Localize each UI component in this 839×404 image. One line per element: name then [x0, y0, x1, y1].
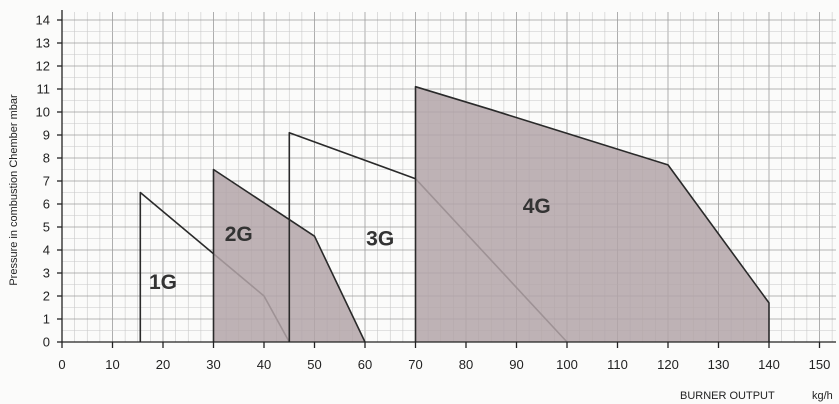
region-label-1g: 1G	[149, 271, 177, 294]
x-tick-label: 10	[105, 357, 119, 372]
x-tick-label: 20	[156, 357, 170, 372]
y-tick-label: 14	[36, 13, 50, 28]
y-tick-label: 1	[43, 312, 50, 327]
x-tick-label: 130	[708, 357, 730, 372]
x-tick-label: 140	[758, 357, 780, 372]
x-tick-label: 90	[509, 357, 523, 372]
burner-envelopes	[139, 85, 770, 343]
region-label-4g: 4G	[523, 195, 551, 218]
x-tick-label: 30	[206, 357, 220, 372]
y-tick-label: 13	[36, 36, 50, 51]
y-tick-label: 10	[36, 105, 50, 120]
y-tick-label: 8	[43, 151, 50, 166]
x-tick-label: 70	[408, 357, 422, 372]
y-tick-label: 6	[43, 197, 50, 212]
y-tick-label: 5	[43, 220, 50, 235]
y-tick-label: 12	[36, 59, 50, 74]
y-tick-label: 3	[43, 266, 50, 281]
y-axis-title: Pressure in combustion Chember mbar	[8, 94, 20, 286]
x-tick-label: 110	[607, 357, 628, 372]
y-tick-label: 11	[37, 82, 51, 97]
y-tick-label: 4	[43, 243, 50, 258]
x-tick-label: 100	[556, 357, 578, 372]
x-tick-label: 0	[58, 357, 65, 372]
y-tick-label: 0	[43, 335, 50, 350]
y-tick-label: 9	[43, 128, 50, 143]
x-tick-label: 120	[657, 357, 679, 372]
region-label-3g: 3G	[366, 227, 394, 250]
y-tick-label: 2	[43, 289, 50, 304]
region-label-2g: 2G	[225, 223, 253, 246]
x-axis-unit: kg/h	[812, 390, 833, 402]
x-tick-label: 80	[459, 357, 473, 372]
y-tick-label: 7	[43, 174, 50, 189]
x-tick-label: 50	[307, 357, 321, 372]
region-labels: 1G 2G 3G 4G	[149, 195, 551, 294]
envelope-4g	[414, 85, 770, 342]
x-axis-title: BURNER OUTPUT	[680, 390, 775, 402]
axes: 0 10 20 30 40 50 60 70 80 90 100 110 120 130 140 150012…	[36, 10, 836, 372]
x-tick-label: 40	[257, 357, 271, 372]
x-tick-label: 60	[358, 357, 372, 372]
x-tick-label: 150	[809, 357, 831, 372]
